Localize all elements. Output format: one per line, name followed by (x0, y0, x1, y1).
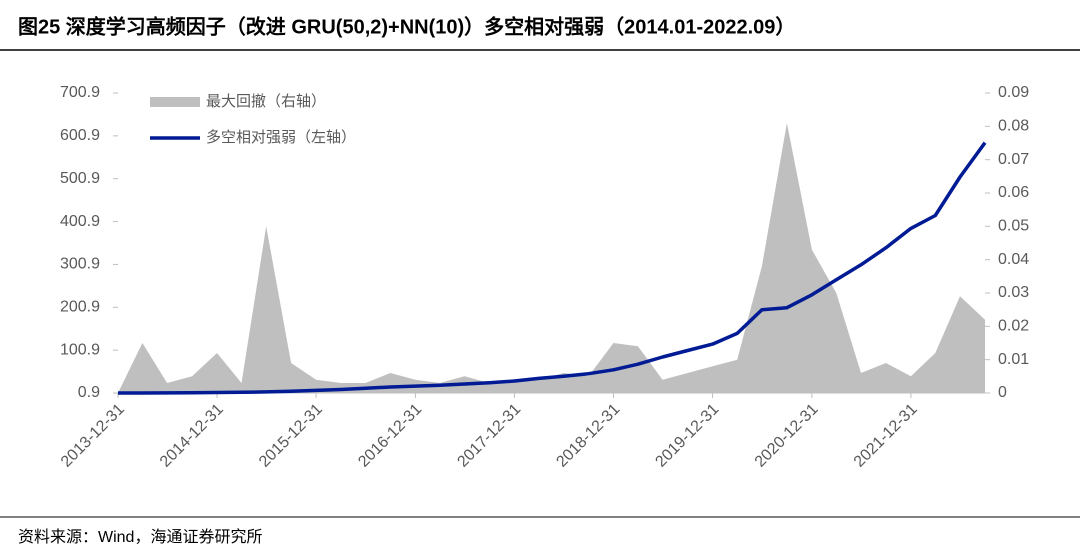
y2-tick-label: 0.03 (998, 284, 1029, 301)
y2-tick-label: 0.07 (998, 151, 1029, 168)
y2-tick-label: 0.04 (998, 251, 1029, 268)
strength-line (118, 141, 987, 395)
x-tick-label: 2013-12-31 (58, 401, 128, 471)
drawdown-area (118, 123, 985, 393)
y2-tick-label: 0.01 (998, 351, 1029, 368)
y2-tick-label: 0.09 (998, 84, 1029, 101)
y2-tick-label: 0.06 (998, 184, 1029, 201)
x-tick-label: 2015-12-31 (256, 401, 326, 471)
x-tick-label: 2018-12-31 (553, 401, 623, 471)
y2-tick-label: 0.02 (998, 318, 1029, 335)
y-tick-label: 300.9 (60, 256, 100, 273)
x-tick-label: 2019-12-31 (652, 401, 722, 471)
x-tick-label: 2021-12-31 (851, 401, 921, 471)
legend-label: 多空相对强弱（左轴） (206, 129, 356, 146)
chart-title: 图25 深度学习高频因子（改进 GRU(50,2)+NN(10)）多空相对强弱（… (18, 14, 795, 38)
y-tick-label: 400.9 (60, 213, 100, 230)
y2-tick-label: 0 (998, 384, 1007, 401)
y-tick-label: 700.9 (60, 84, 100, 101)
y-tick-label: 100.9 (60, 341, 100, 358)
x-tick-label: 2016-12-31 (355, 401, 425, 471)
y2-tick-label: 0.05 (998, 218, 1029, 235)
y-tick-label: 500.9 (60, 170, 100, 187)
x-tick-label: 2017-12-31 (454, 401, 524, 471)
y-tick-label: 600.9 (60, 127, 100, 144)
source: 资料来源：Wind，海通证券研究所 (18, 528, 262, 546)
legend-swatch (150, 97, 200, 107)
x-tick-label: 2014-12-31 (157, 401, 227, 471)
x-tick-label: 2020-12-31 (752, 401, 822, 471)
y-tick-label: 200.9 (60, 299, 100, 316)
y2-tick-label: 0.08 (998, 118, 1029, 135)
y-tick-label: 0.9 (78, 384, 100, 401)
legend-label: 最大回撤（右轴） (206, 93, 326, 110)
